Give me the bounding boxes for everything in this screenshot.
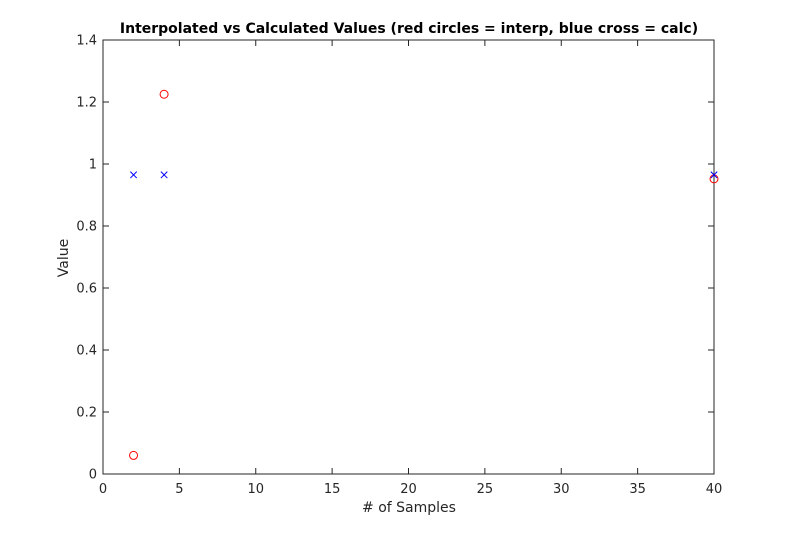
y-tick-label: 0.6: [76, 282, 97, 297]
x-tick-label: 20: [400, 482, 417, 497]
calc-point-stroke: [129, 171, 138, 179]
y-tick-label: 0: [89, 468, 97, 483]
x-tick-label: 35: [629, 482, 646, 497]
calc-point-stroke: [710, 171, 718, 179]
x-tick-label: 40: [706, 482, 723, 497]
x-tick-label: 15: [324, 482, 341, 497]
x-tick-label: 5: [175, 482, 183, 497]
y-tick-label: 1.2: [76, 96, 97, 111]
y-tick-label: 1: [89, 158, 97, 173]
ticks: 0 5 10 15 20 25 30 35 40 0 0.2 0.4 0.6 0.8 1 1.2 1.4: [76, 34, 722, 498]
y-tick-label: 0.4: [76, 344, 97, 359]
calc-point: [129, 171, 138, 179]
x-tick-label: 25: [477, 482, 494, 497]
interp-point: [159, 89, 169, 99]
y-tick-label: 0.2: [76, 406, 97, 421]
calc-point: [160, 171, 168, 179]
x-axis-label: # of Samples: [362, 500, 456, 516]
data-marks: [129, 89, 719, 460]
x-tick-label: 10: [247, 482, 264, 497]
y-tick-label: 1.4: [76, 34, 97, 49]
y-axis-label: Value: [56, 239, 72, 277]
y-tick-label: 0.8: [76, 220, 97, 235]
chart-title: Interpolated vs Calculated Values (red c…: [120, 21, 698, 37]
x-tick-label: 30: [553, 482, 570, 497]
interp-point: [129, 450, 139, 460]
calc-point-stroke: [160, 171, 168, 179]
calc-point: [710, 171, 718, 179]
x-tick-label: 0: [99, 482, 107, 497]
